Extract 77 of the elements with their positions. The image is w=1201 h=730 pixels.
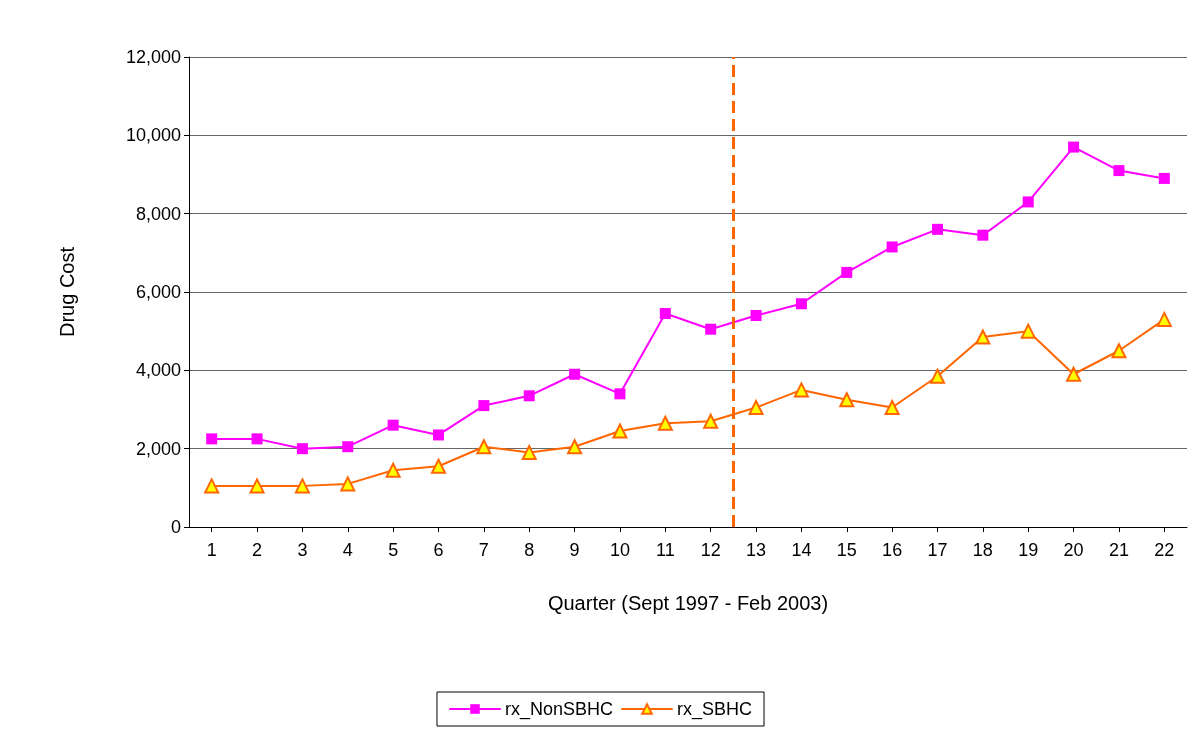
x-tick-label: 17 bbox=[927, 540, 948, 560]
y-tick-label: 0 bbox=[170, 517, 181, 537]
x-tick-label: 7 bbox=[478, 540, 489, 560]
x-tick-label: 5 bbox=[388, 540, 399, 560]
point bbox=[433, 429, 444, 441]
x-tick-label: 10 bbox=[609, 540, 630, 560]
y-tick-label: 10,000 bbox=[125, 125, 181, 146]
point bbox=[884, 400, 900, 416]
point bbox=[478, 400, 490, 412]
point bbox=[886, 241, 898, 253]
y-tick-label: 8,000 bbox=[135, 203, 181, 224]
point bbox=[204, 478, 220, 494]
y-tick-label: 6,000 bbox=[135, 282, 181, 302]
point bbox=[793, 382, 809, 398]
y-tick-label: 2,000 bbox=[135, 438, 181, 459]
point bbox=[841, 266, 853, 278]
x-tick-label: 22 bbox=[1154, 540, 1175, 560]
point bbox=[340, 476, 356, 492]
point bbox=[748, 400, 764, 416]
point bbox=[523, 390, 535, 402]
x-tick-label: 16 bbox=[882, 540, 903, 560]
point bbox=[294, 478, 310, 494]
point bbox=[569, 368, 581, 380]
point bbox=[1113, 165, 1125, 177]
point bbox=[705, 323, 717, 335]
point bbox=[977, 229, 989, 241]
point bbox=[1068, 141, 1080, 153]
point bbox=[431, 458, 446, 474]
point bbox=[476, 439, 492, 455]
x-tick-label: 14 bbox=[791, 540, 812, 560]
y-tick-label: 12,000 bbox=[125, 47, 181, 67]
point bbox=[1156, 311, 1172, 327]
x-tick-label: 6 bbox=[433, 540, 444, 560]
point bbox=[750, 310, 762, 321]
point bbox=[1111, 343, 1127, 359]
x-tick-label: 12 bbox=[700, 540, 721, 560]
x-tick-label: 9 bbox=[569, 540, 580, 560]
y-axis-title: Drug Cost bbox=[56, 246, 78, 338]
point bbox=[795, 298, 807, 310]
point bbox=[387, 419, 399, 431]
point bbox=[1066, 366, 1082, 382]
point bbox=[1158, 172, 1170, 184]
x-axis-title: Quarter (Sept 1997 - Feb 2003) bbox=[547, 592, 829, 614]
x-tick-label: 4 bbox=[342, 540, 353, 560]
point bbox=[249, 478, 265, 494]
point bbox=[614, 388, 626, 400]
x-tick-label: 3 bbox=[297, 540, 308, 560]
point bbox=[930, 368, 945, 384]
x-tick-label: 18 bbox=[972, 540, 993, 560]
point bbox=[612, 423, 628, 439]
point bbox=[342, 441, 354, 453]
point bbox=[567, 439, 583, 455]
x-tick-label: 20 bbox=[1063, 540, 1084, 560]
legend-label: rx_NonSBHC bbox=[504, 699, 614, 720]
point bbox=[251, 433, 263, 445]
x-tick-label: 13 bbox=[746, 540, 767, 560]
x-tick-label: 1 bbox=[206, 540, 217, 560]
y-tick-label: 4,000 bbox=[135, 360, 181, 381]
point bbox=[296, 443, 308, 455]
x-tick-label: 19 bbox=[1018, 540, 1039, 560]
point bbox=[659, 308, 671, 320]
point bbox=[703, 413, 719, 429]
x-tick-label: 2 bbox=[252, 540, 263, 560]
point bbox=[385, 462, 401, 478]
point bbox=[839, 392, 855, 408]
point bbox=[932, 223, 943, 235]
point bbox=[1022, 196, 1034, 208]
point bbox=[1020, 323, 1036, 339]
legend-label: rx_SBHC bbox=[677, 699, 753, 720]
point bbox=[657, 415, 673, 431]
point bbox=[206, 433, 218, 445]
x-tick-label: 8 bbox=[524, 540, 535, 560]
x-tick-label: 21 bbox=[1108, 540, 1129, 560]
point bbox=[521, 445, 537, 461]
point bbox=[975, 329, 991, 345]
x-tick-label: 11 bbox=[655, 540, 675, 560]
x-tick-label: 15 bbox=[836, 540, 857, 560]
